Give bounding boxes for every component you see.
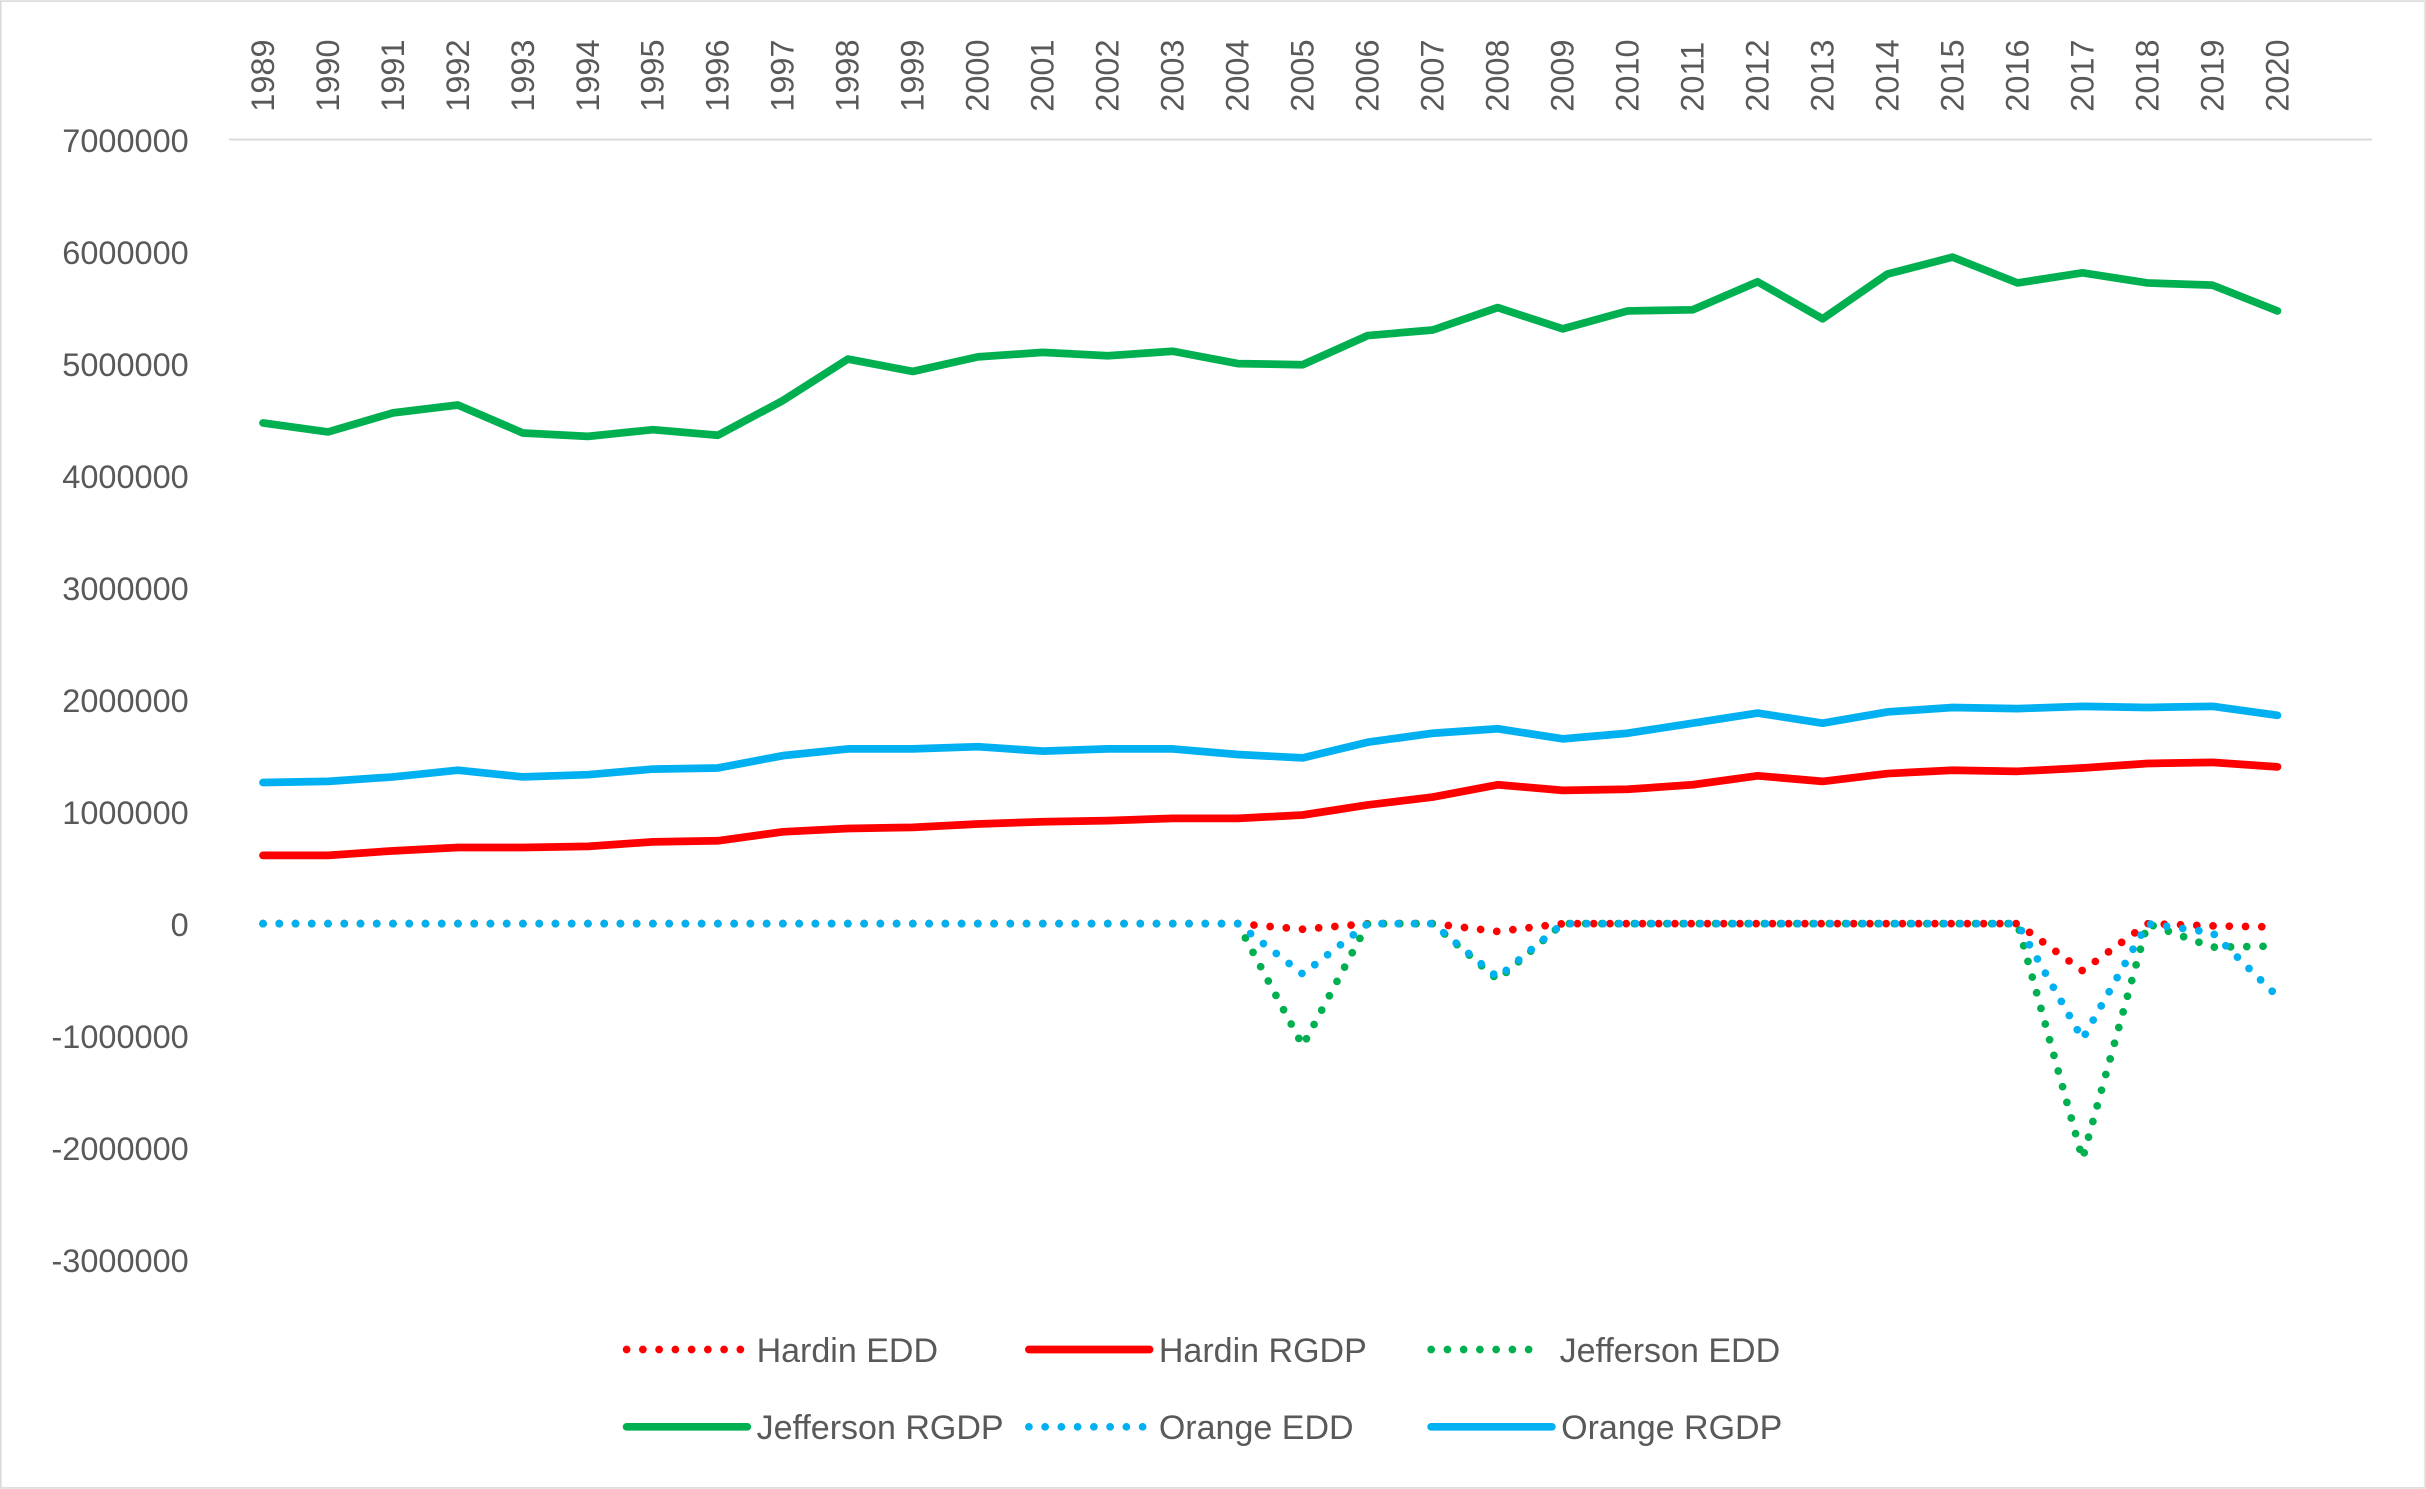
- x-tick-label: 2009: [1544, 39, 1580, 111]
- x-tick-label: 2015: [1934, 39, 1970, 111]
- y-tick-label: 6000000: [62, 235, 188, 271]
- x-tick-label: 1995: [635, 39, 671, 111]
- series-line-hardin-rgdp: [259, 758, 2282, 860]
- legend-label: Orange RGDP: [1561, 1409, 1782, 1447]
- x-tick-label: 2019: [2194, 39, 2230, 111]
- x-tick-label: 1990: [310, 39, 346, 111]
- x-tick-label: 2017: [2064, 39, 2100, 111]
- legend-label: Hardin EDD: [757, 1332, 938, 1370]
- y-tick-label: 7000000: [62, 123, 188, 159]
- y-tick-label: 2000000: [62, 683, 188, 719]
- x-tick-label: 1993: [505, 39, 541, 111]
- x-tick-label: 2020: [2259, 39, 2295, 111]
- x-tick-label: 1997: [765, 39, 801, 111]
- x-tick-label: 1999: [895, 39, 931, 111]
- x-tick-label: 2016: [1999, 39, 2035, 111]
- y-tick-label: 5000000: [62, 347, 188, 383]
- legend-label: Hardin RGDP: [1159, 1332, 1367, 1370]
- x-tick-label: 2001: [1025, 39, 1061, 111]
- x-tick-label: 2000: [960, 39, 996, 111]
- x-tick-label: 1996: [700, 39, 736, 111]
- x-tick-label: 2002: [1090, 39, 1126, 111]
- y-tick-label: 0: [171, 907, 189, 943]
- series-line-jefferson-rgdp: [259, 253, 2282, 441]
- y-tick-label: -1000000: [51, 1019, 188, 1055]
- x-tick-label: 2010: [1609, 39, 1645, 111]
- x-tick-label: 1989: [245, 39, 281, 111]
- x-tick-label: 2003: [1155, 39, 1191, 111]
- x-tick-label: 2006: [1350, 39, 1386, 111]
- y-tick-label: -2000000: [51, 1131, 188, 1167]
- legend-label: Orange EDD: [1159, 1409, 1354, 1447]
- y-tick-label: 1000000: [62, 795, 188, 831]
- series-line-orange-edd: [259, 919, 2282, 1043]
- y-tick-label: 3000000: [62, 571, 188, 607]
- x-tick-label: 1998: [830, 39, 866, 111]
- legend-label: Jefferson EDD: [1560, 1332, 1781, 1370]
- x-tick-label: 2013: [1804, 39, 1840, 111]
- x-tick-label: 2011: [1674, 42, 1710, 112]
- x-tick-label: 2012: [1739, 39, 1775, 111]
- series-line-orange-rgdp: [259, 702, 2282, 787]
- x-tick-label: 1992: [440, 39, 476, 111]
- series-line-hardin-edd: [259, 919, 2282, 975]
- x-tick-label: 2014: [1869, 39, 1905, 111]
- y-tick-label: -3000000: [51, 1243, 188, 1279]
- x-tick-label: 2005: [1285, 39, 1321, 111]
- x-tick-label: 2004: [1220, 39, 1256, 111]
- x-tick-label: 2007: [1415, 39, 1451, 111]
- x-tick-label: 2008: [1480, 39, 1516, 111]
- legend-label: Jefferson RGDP: [757, 1409, 1004, 1447]
- y-tick-label: 4000000: [62, 459, 188, 495]
- x-tick-label: 1991: [375, 39, 411, 111]
- x-tick-label: 1994: [570, 39, 606, 111]
- x-tick-label: 2018: [2129, 39, 2165, 111]
